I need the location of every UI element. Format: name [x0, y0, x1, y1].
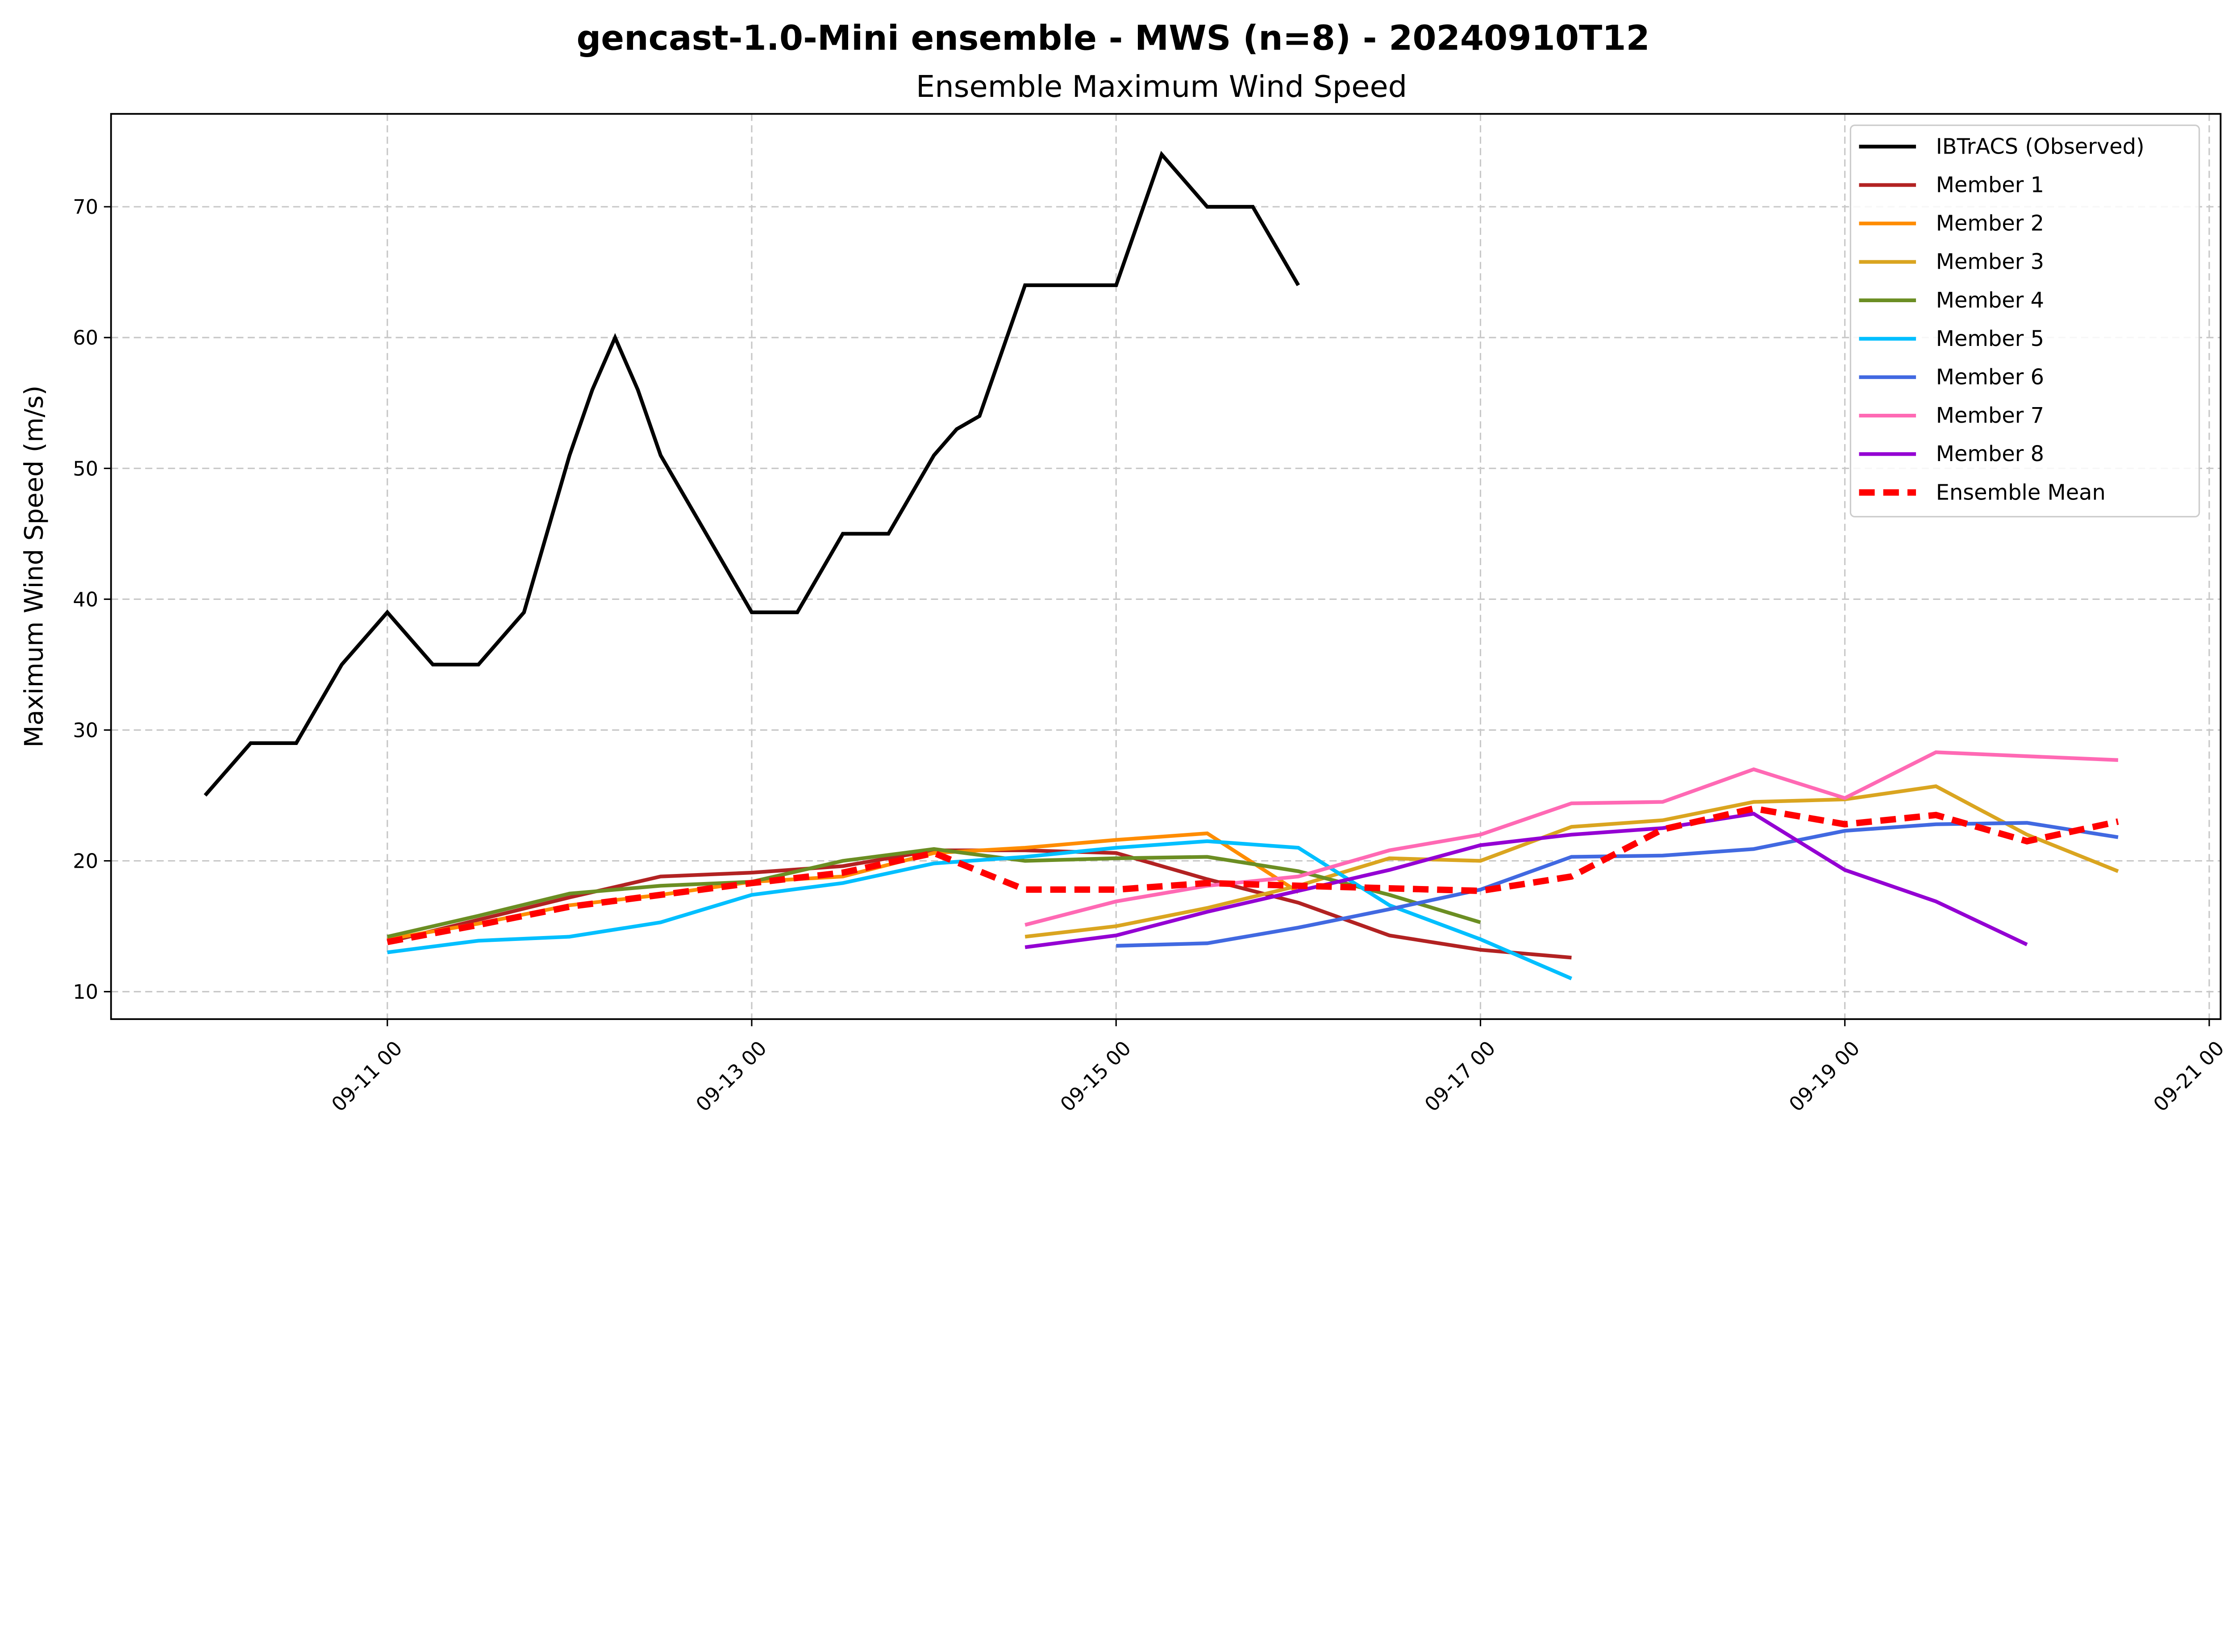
legend-box	[1849, 125, 2200, 518]
series-line-member-1	[387, 848, 1572, 960]
chart-title: gencast-1.0-Mini ensemble - MWS (n=8) - …	[577, 19, 1650, 58]
x-tick-label: 09-21 00	[2149, 1036, 2229, 1116]
x-tick-label: 09-15 00	[1056, 1036, 1136, 1116]
y-axis-label: Maximum Wind Speed (m/s)	[19, 385, 49, 747]
y-tick-label: 20	[73, 849, 98, 873]
plot-frame	[110, 113, 2222, 1020]
y-tick-label: 40	[73, 588, 98, 611]
series-lines	[204, 150, 2119, 981]
legend-label: Ensemble Mean	[1936, 480, 2106, 505]
legend-label: IBTrACS (Observed)	[1936, 134, 2145, 159]
legend-label: Member 6	[1936, 365, 2044, 390]
series-line-ensemble-mean	[387, 805, 2119, 945]
x-tick-label: 09-13 00	[691, 1036, 771, 1116]
legend-label: Member 3	[1936, 250, 2044, 275]
series-line-member-3	[1024, 784, 2119, 939]
y-tick-label: 50	[73, 457, 98, 480]
x-tick-label: 09-11 00	[327, 1036, 407, 1116]
x-tick-label: 09-19 00	[1785, 1036, 1865, 1116]
y-tick-label: 30	[73, 719, 98, 742]
series-line-ibtracs-observed	[204, 150, 1300, 797]
series-line-member-7	[1024, 750, 2119, 927]
legend-label: Member 8	[1936, 442, 2044, 466]
series-line-member-6	[1116, 821, 2119, 948]
y-tick-label: 10	[73, 981, 98, 1004]
series-line-member-5	[387, 839, 1573, 981]
x-tick-label: 09-17 00	[1420, 1036, 1500, 1116]
chart-subtitle: Ensemble Maximum Wind Speed	[916, 69, 1407, 104]
legend: IBTrACS (Observed) Member 1 Member 2 Member…	[1849, 125, 2200, 518]
series-line-member-4	[387, 847, 1481, 939]
y-tick-label: 70	[73, 196, 98, 219]
legend-label: Member 7	[1936, 404, 2044, 428]
series-line-member-8	[1024, 811, 2028, 949]
legend-label: Member 4	[1936, 288, 2044, 313]
y-tick-label: 60	[73, 326, 98, 350]
legend-label: Member 1	[1936, 173, 2044, 197]
wind-speed-chart: gencast-1.0-Mini ensemble - MWS (n=8) - …	[19, 19, 2229, 1116]
legend-label: Member 5	[1936, 327, 2044, 351]
legend-label: Member 2	[1936, 212, 2044, 236]
